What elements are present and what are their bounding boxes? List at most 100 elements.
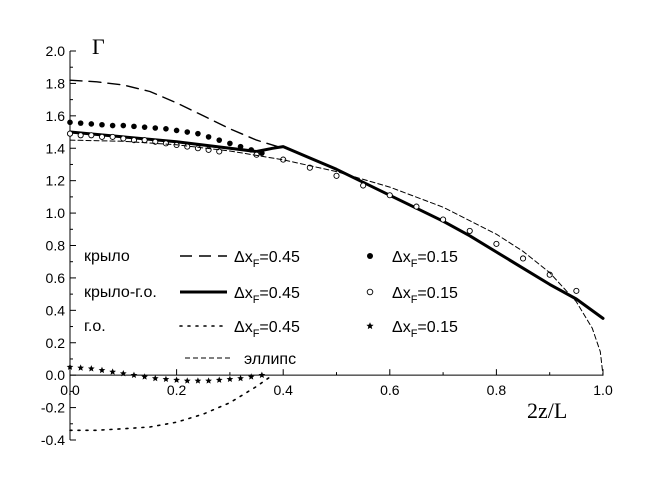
data-point	[360, 182, 367, 189]
legend-label: ΔxF=0.45	[234, 249, 300, 270]
data-point	[109, 133, 116, 140]
data-point	[440, 216, 447, 223]
legend-label: ΔxF=0.15	[392, 319, 458, 340]
y-tick-label: -0.2	[41, 400, 65, 416]
data-point	[573, 287, 580, 294]
x-tick-label: 1.0	[593, 382, 613, 398]
y-tick-label: 1.2	[46, 173, 66, 189]
data-point	[413, 203, 420, 210]
data-point	[216, 137, 223, 143]
data-point	[333, 172, 340, 179]
data-point	[141, 137, 148, 144]
legend-label: ΔxF=0.15	[392, 249, 458, 270]
legend-group-label: г.о.	[84, 318, 106, 335]
x-tick-label: 0.2	[167, 382, 187, 398]
legend-group-label: крыло-г.о.	[84, 284, 157, 301]
data-point	[66, 363, 74, 370]
data-point	[247, 373, 255, 380]
y-tick-label: 1.0	[46, 205, 66, 221]
data-point	[98, 366, 106, 374]
data-point	[120, 122, 127, 129]
series-line-tail_045	[69, 374, 274, 432]
data-point	[173, 376, 180, 383]
series-line-wingtail_045	[68, 130, 605, 320]
data-point	[88, 132, 95, 139]
data-point	[67, 119, 73, 126]
legend-sample-circle	[366, 288, 374, 296]
data-point	[226, 375, 234, 383]
y-tick-label: 0.2	[46, 335, 66, 351]
data-point	[99, 121, 105, 128]
data-point	[184, 129, 191, 135]
y-tick-label: 1.8	[46, 75, 66, 91]
data-point	[120, 135, 127, 142]
data-point	[98, 133, 106, 140]
data-point	[109, 368, 116, 375]
data-point	[77, 364, 84, 371]
x-tick-label: 0.8	[487, 382, 507, 398]
y-tick-label: 1.6	[46, 108, 66, 124]
data-point	[215, 376, 223, 383]
legend-label: ΔxF=0.45	[234, 285, 300, 306]
ticks: -0.4 -0.2 0.0 0.2 0.4 0.6 0.8 1.0 1.2 1.4 1.6 1.8 2.…	[41, 43, 613, 448]
data-point	[88, 121, 95, 127]
data-point	[130, 371, 138, 378]
series-wingtail_045	[68, 130, 605, 320]
x-tick-label: 0.4	[273, 382, 293, 398]
series-wingtail_015	[66, 130, 580, 294]
axes	[69, 51, 603, 440]
legend: крыло ΔxF=0.45 ΔxF=0.15 крыло-г.о. ΔxF=0.45 Δ…	[84, 248, 458, 368]
data-point	[205, 134, 212, 140]
data-point	[184, 143, 191, 150]
legend-label: ΔxF=0.45	[234, 319, 300, 340]
data-point	[77, 132, 84, 139]
x-tick-label: 0.6	[380, 382, 400, 398]
legend-sample-dot	[367, 253, 373, 259]
data-point	[162, 140, 169, 147]
data-point	[237, 374, 244, 382]
y-axis-title: Γ	[92, 34, 105, 59]
legend-group-label: крыло	[84, 248, 130, 265]
data-point	[195, 130, 201, 137]
x-axis-title: 2z/L	[527, 398, 567, 423]
data-point	[386, 192, 393, 199]
data-point	[87, 365, 95, 372]
data-point	[109, 122, 116, 129]
data-point	[151, 374, 159, 382]
data-point	[163, 126, 169, 132]
legend-label: эллипс	[244, 351, 296, 368]
data-point	[131, 123, 137, 130]
data-point	[183, 377, 191, 384]
y-tick-label: 0.0	[46, 367, 66, 383]
series-tail_015	[66, 363, 266, 384]
legend-label: ΔxF=0.15	[392, 285, 458, 306]
data-point	[227, 140, 233, 147]
data-point	[119, 370, 127, 377]
y-tick-label: 0.6	[46, 270, 66, 286]
data-point	[258, 371, 266, 378]
data-point	[141, 124, 148, 130]
y-tick-label: 0.8	[46, 238, 66, 254]
data-point	[205, 377, 212, 384]
data-point	[77, 120, 84, 126]
legend-sample-star	[366, 322, 374, 330]
series-tail_045	[69, 374, 274, 432]
series-wing_015	[67, 119, 265, 156]
series-line-ellipse	[69, 139, 604, 376]
data-point	[216, 148, 223, 155]
data-point	[194, 145, 201, 152]
series-ellipse	[69, 139, 604, 376]
y-tick-label: 0.4	[46, 302, 66, 318]
series-layer	[66, 79, 605, 432]
data-point	[466, 227, 473, 234]
y-tick-label: 1.4	[46, 140, 66, 156]
data-point	[194, 377, 202, 384]
data-point	[152, 125, 159, 131]
data-point	[162, 375, 170, 383]
data-point	[130, 137, 138, 144]
x-tick-label: 0.0	[60, 382, 80, 398]
y-tick-label: -0.4	[41, 432, 65, 448]
data-point	[141, 373, 148, 380]
data-point	[66, 130, 74, 137]
